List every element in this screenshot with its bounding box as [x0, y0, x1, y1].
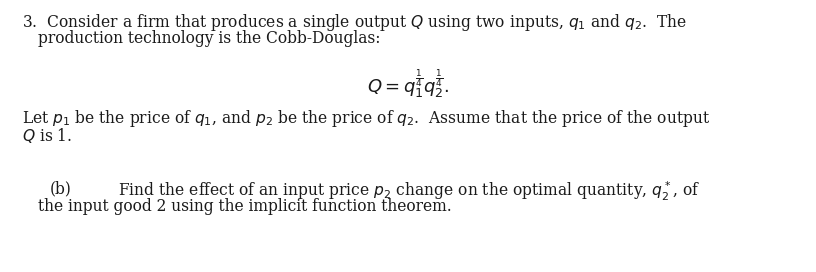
Text: Let $p_1$ be the price of $q_1$, and $p_2$ be the price of $q_2$.  Assume that t: Let $p_1$ be the price of $q_1$, and $p_… — [22, 108, 711, 129]
Text: Find the effect of an input price $p_2$ change on the optimal quantity, $q_2^*$,: Find the effect of an input price $p_2$ … — [118, 180, 700, 203]
Text: 3.  Consider a firm that produces a single output $Q$ using two inputs, $q_1$ an: 3. Consider a firm that produces a singl… — [22, 12, 687, 33]
Text: $Q$ is 1.: $Q$ is 1. — [22, 126, 73, 145]
Text: (b): (b) — [50, 180, 72, 197]
Text: $Q = q_1^{\frac{1}{4}} q_2^{\frac{1}{4}}.$: $Q = q_1^{\frac{1}{4}} q_2^{\frac{1}{4}}… — [367, 68, 449, 101]
Text: the input good 2 using the implicit function theorem.: the input good 2 using the implicit func… — [38, 198, 452, 215]
Text: production technology is the Cobb-Douglas:: production technology is the Cobb-Dougla… — [38, 30, 380, 47]
